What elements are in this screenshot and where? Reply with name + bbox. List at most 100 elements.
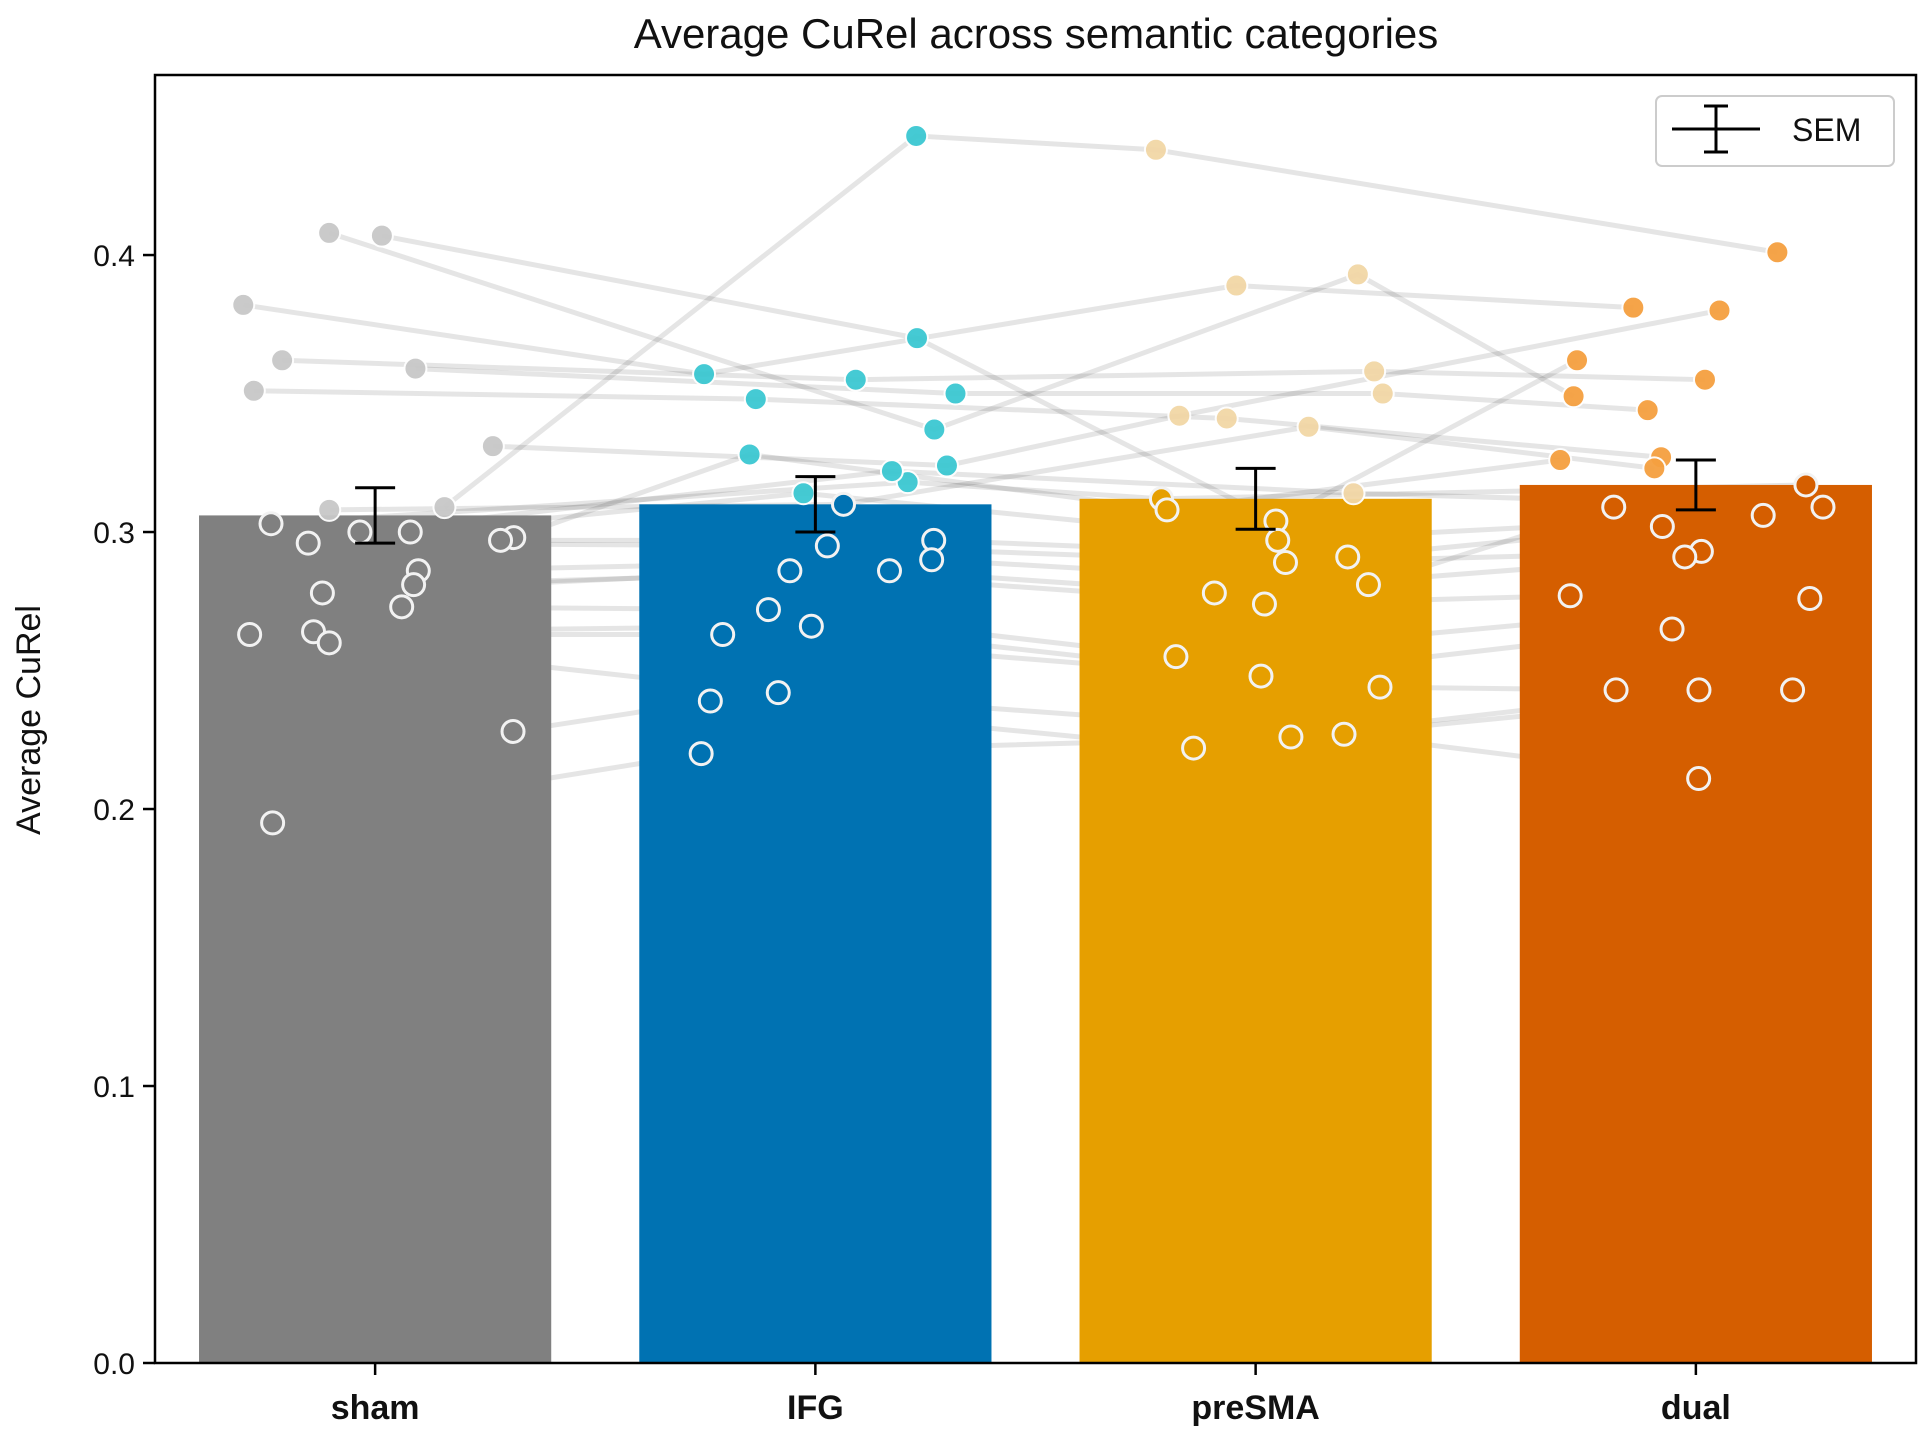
point-sham [295,530,321,556]
point-dual [1672,544,1698,570]
subject-line [329,424,1655,513]
point-dual [1561,384,1586,409]
point-IFG [831,491,857,517]
point-sham [309,580,335,606]
point-IFG [905,326,930,351]
point-preSMA [1370,381,1395,406]
point-dual [1603,677,1629,703]
point-dual [1692,367,1717,392]
point-sham [432,495,457,520]
chart-title: Average CuRel across semantic categories [634,10,1439,57]
bar-preSMA [1079,498,1432,1363]
point-preSMA [1355,572,1381,598]
bar-dual [1519,484,1872,1363]
point-sham [347,519,373,545]
point-dual [1797,586,1823,612]
error-bar-preSMA [1235,466,1276,531]
point-sham [317,220,342,245]
point-preSMA [1296,414,1321,439]
subject-line [282,357,1706,383]
subject-line [242,283,1634,377]
point-IFG [904,123,929,148]
y-tick-label: 0.1 [93,1071,135,1104]
point-dual [1707,298,1732,323]
point-sham [241,378,266,403]
point-IFG [743,387,768,412]
point-preSMA [1201,580,1227,606]
point-dual [1635,398,1660,423]
point-dual [1548,448,1573,473]
bar-sham [199,515,552,1363]
y-axis-title: Average CuRel [10,605,48,835]
subject-line [415,366,1648,413]
subject-line [328,230,1575,433]
point-preSMA [1248,663,1274,689]
subject-line [512,451,1561,540]
point-preSMA [1251,591,1277,617]
bars [199,484,1872,1363]
point-preSMA [1278,724,1304,750]
bar-IFG [639,504,992,1363]
subject-line [492,307,1720,469]
point-IFG [692,362,717,387]
error-bar-IFG [795,475,836,534]
point-sham [488,527,514,553]
point-sham [401,572,427,598]
point-IFG [879,459,904,484]
point-IFG [843,367,868,392]
point-preSMA [1154,497,1180,523]
legend-sem-icon [1672,104,1760,154]
point-preSMA [1163,644,1189,670]
point-sham [397,519,423,545]
x-tick-label-dual: dual [1661,1389,1731,1427]
point-sham [270,348,295,373]
point-IFG [688,741,714,767]
point-IFG [765,680,791,706]
point-preSMA [1143,137,1168,162]
error-bar-sham [355,486,396,545]
error-bar-dual [1675,458,1716,512]
point-preSMA [1265,527,1291,553]
y-tick-label: 0.2 [93,794,135,827]
point-IFG [710,622,736,648]
point-dual [1765,240,1790,265]
subject-line [308,540,1702,566]
point-preSMA [1367,674,1393,700]
subject-line [313,623,1673,679]
point-sham [260,810,286,836]
point-sham [369,223,394,248]
point-sham [237,622,263,648]
point-preSMA [1335,544,1361,570]
x-tick-label-preSMA: preSMA [1191,1389,1319,1427]
point-preSMA [1181,735,1207,761]
point-preSMA [1224,273,1249,298]
y-tick-label: 0.3 [93,517,135,550]
point-sham [231,292,256,317]
subject-points [231,123,1836,836]
axes: 0.0 0.1 0.2 0.3 0.4 sham IFG preSMA dual [93,73,1918,1427]
x-tick-label-sham: sham [331,1389,420,1427]
point-sham [316,630,342,656]
point-IFG [876,558,902,584]
point-dual [1642,456,1667,481]
subject-line [253,388,1662,460]
subject-line [381,233,1579,524]
point-IFG [791,481,816,506]
point-dual [1686,766,1712,792]
point-dual [1750,502,1776,528]
legend-label: SEM [1792,112,1861,148]
point-preSMA [1345,262,1370,287]
plot-frame [153,73,1918,1365]
point-dual [1686,677,1712,703]
point-dual [1565,348,1590,373]
point-sham [500,718,526,744]
point-dual [1793,472,1819,498]
y-tick-label: 0.4 [93,240,135,273]
point-IFG [755,597,781,623]
point-IFG [922,417,947,442]
point-preSMA [1167,403,1192,428]
point-preSMA [1362,359,1387,384]
point-sham [403,356,428,381]
